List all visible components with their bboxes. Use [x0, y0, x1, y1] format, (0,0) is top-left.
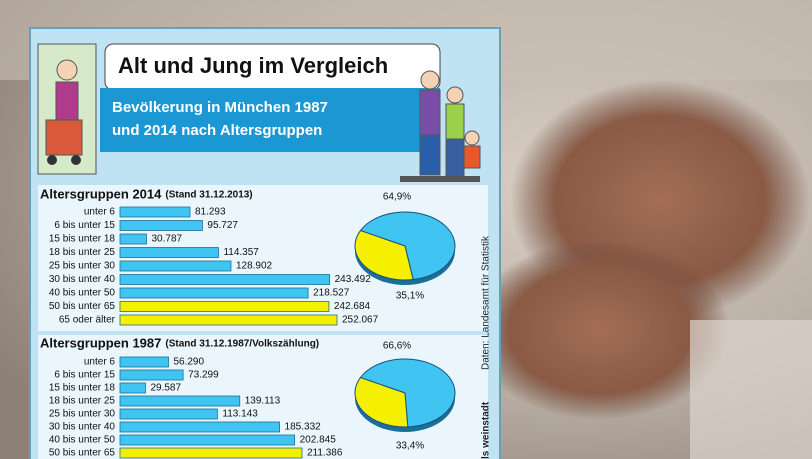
- category-label: 30 bis unter 40: [49, 274, 116, 285]
- value-label: 252.067: [342, 315, 379, 326]
- category-label: 18 bis unter 25: [49, 247, 116, 258]
- credit: ls weinstadt: [481, 401, 492, 459]
- chart-title: Altersgruppen 2014: [40, 186, 162, 201]
- chart-subtitle: (Stand 31.12.2013): [165, 190, 252, 201]
- value-label: 218.527: [313, 288, 350, 299]
- category-label: 15 bis unter 18: [49, 383, 116, 394]
- illustration-family: [400, 70, 481, 182]
- category-label: 30 bis unter 40: [49, 422, 116, 433]
- pie-label: 33,4%: [396, 441, 424, 452]
- value-label: 73.299: [188, 370, 219, 381]
- subtitle: und 2014 nach Altersgruppen: [112, 122, 322, 139]
- value-label: 211.386: [307, 448, 343, 459]
- category-label: 50 bis unter 65: [49, 301, 116, 312]
- illustration-grandma: [37, 43, 97, 175]
- pie-label: 66,6%: [383, 341, 411, 352]
- bar: [119, 220, 203, 231]
- category-label: 65 oder älter: [59, 315, 116, 326]
- value-label: 128.902: [236, 261, 273, 272]
- value-label: 95.727: [207, 220, 238, 231]
- bar: [119, 356, 169, 368]
- chart-title: Altersgruppen 1987: [40, 335, 161, 350]
- title: Alt und Jung im Vergleich: [118, 53, 388, 78]
- bar: [119, 287, 309, 299]
- photo-sheet: [690, 320, 812, 459]
- pie-slice: [354, 376, 409, 428]
- subtitle: Bevölkerung in München 1987: [112, 99, 328, 116]
- bar: [119, 434, 296, 446]
- bar: [119, 260, 232, 272]
- bar: [119, 447, 303, 459]
- category-label: 6 bis unter 15: [54, 370, 115, 381]
- bar: [119, 421, 280, 433]
- category-label: 40 bis unter 50: [49, 435, 116, 446]
- category-label: 50 bis unter 65: [49, 448, 116, 459]
- value-label: 242.684: [334, 301, 371, 312]
- category-label: 25 bis unter 30: [49, 409, 116, 420]
- bar: [119, 408, 218, 420]
- value-label: 81.293: [195, 207, 226, 218]
- value-label: 139.113: [245, 396, 281, 407]
- category-label: 18 bis unter 25: [49, 396, 116, 407]
- bar: [119, 233, 147, 245]
- category-label: 40 bis unter 50: [49, 288, 116, 299]
- subtitle-box: [100, 88, 440, 152]
- value-label: 30.787: [152, 234, 183, 245]
- photo-hand: [470, 240, 730, 420]
- value-label: 113.143: [222, 409, 258, 420]
- category-label: unter 6: [84, 357, 116, 368]
- category-label: unter 6: [84, 207, 116, 218]
- category-label: 6 bis unter 15: [54, 220, 115, 231]
- bar: [119, 314, 338, 326]
- pie-label: 35,1%: [396, 291, 424, 302]
- value-label: 29.587: [150, 383, 181, 394]
- category-label: 15 bis unter 18: [49, 234, 116, 245]
- value-label: 243.492: [335, 274, 372, 285]
- pie-label: 64,9%: [383, 192, 411, 203]
- value-label: 56.290: [173, 357, 204, 368]
- bar: [119, 274, 331, 285]
- pie-slice: [359, 358, 456, 428]
- chart-subtitle: (Stand 31.12.1987/Volkszählung): [165, 339, 319, 350]
- value-label: 185.332: [285, 422, 322, 433]
- category-label: 25 bis unter 30: [49, 261, 116, 272]
- bar: [119, 369, 184, 381]
- pie-slice: [359, 211, 456, 281]
- pie-slice: [354, 229, 414, 281]
- value-label: 114.357: [223, 247, 259, 258]
- bar: [119, 247, 219, 258]
- bar: [119, 206, 191, 218]
- bar: [119, 395, 241, 407]
- bar: [119, 301, 330, 312]
- bar: [119, 382, 146, 394]
- value-label: 202.845: [300, 435, 337, 446]
- source: Daten: Landesamt für Statistik: [481, 235, 492, 370]
